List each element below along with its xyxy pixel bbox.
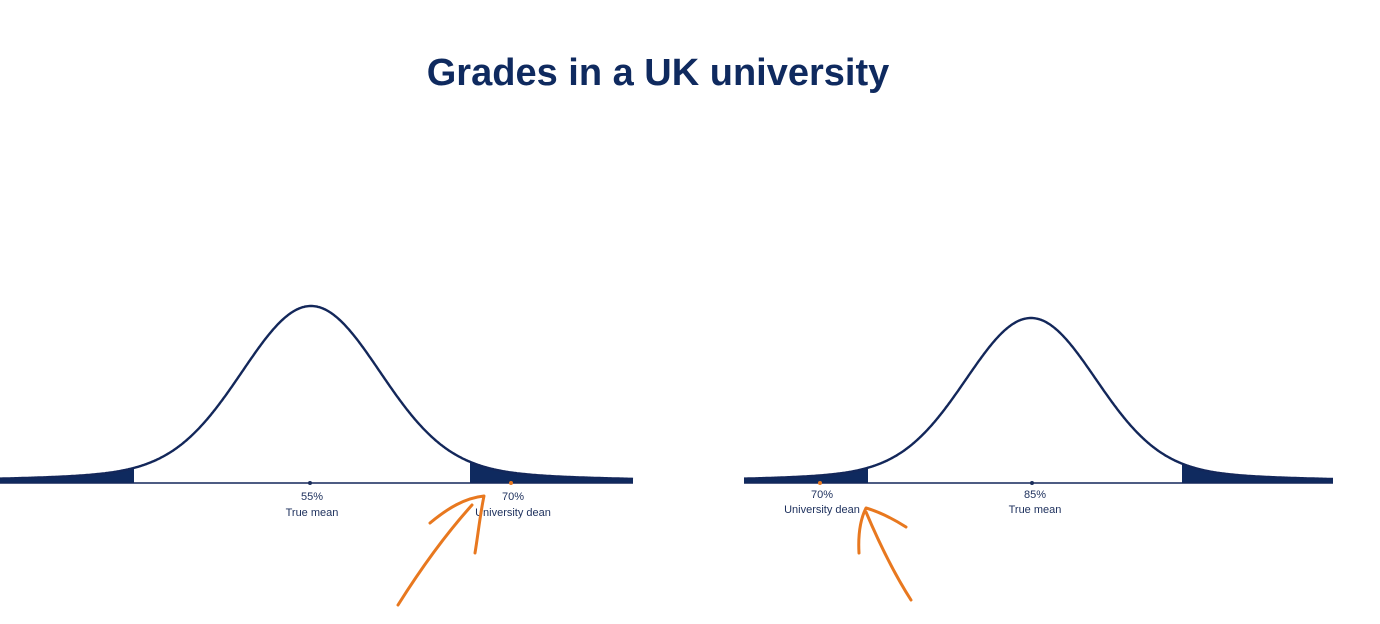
left-distribution-panel: 55% True mean 70% University dean xyxy=(0,304,634,519)
left-dean-dot xyxy=(509,481,513,485)
right-mean-dot xyxy=(1030,481,1034,485)
right-dean-value: 70% xyxy=(811,489,833,501)
left-mean-value: 55% xyxy=(301,491,323,503)
left-arrow-head xyxy=(428,494,486,555)
right-arrow-shaft xyxy=(864,510,913,602)
left-tail-region-low xyxy=(0,467,134,483)
right-mean-value: 85% xyxy=(1024,489,1046,501)
right-annotation-arrow xyxy=(857,506,913,602)
right-bell-curve xyxy=(744,316,1333,481)
slide-title: Grades in a UK university xyxy=(426,52,890,94)
right-dean-caption: University dean xyxy=(784,504,860,516)
left-tail-region-high xyxy=(470,461,633,483)
left-annotation-arrow xyxy=(396,494,486,607)
right-tail-region-high xyxy=(1182,463,1333,483)
left-mean-dot xyxy=(308,481,312,485)
right-mean-caption: True mean xyxy=(1009,504,1062,516)
left-dean-value: 70% xyxy=(502,491,524,503)
left-arrow-shaft xyxy=(396,503,474,607)
right-dean-dot xyxy=(818,481,822,485)
right-tail-region-low xyxy=(744,467,868,483)
left-mean-caption: True mean xyxy=(286,507,339,519)
right-distribution-panel: 70% University dean 85% True mean xyxy=(744,316,1333,516)
right-arrow-head xyxy=(857,506,908,555)
left-dean-caption: University dean xyxy=(475,507,551,519)
left-bell-curve xyxy=(0,304,634,481)
